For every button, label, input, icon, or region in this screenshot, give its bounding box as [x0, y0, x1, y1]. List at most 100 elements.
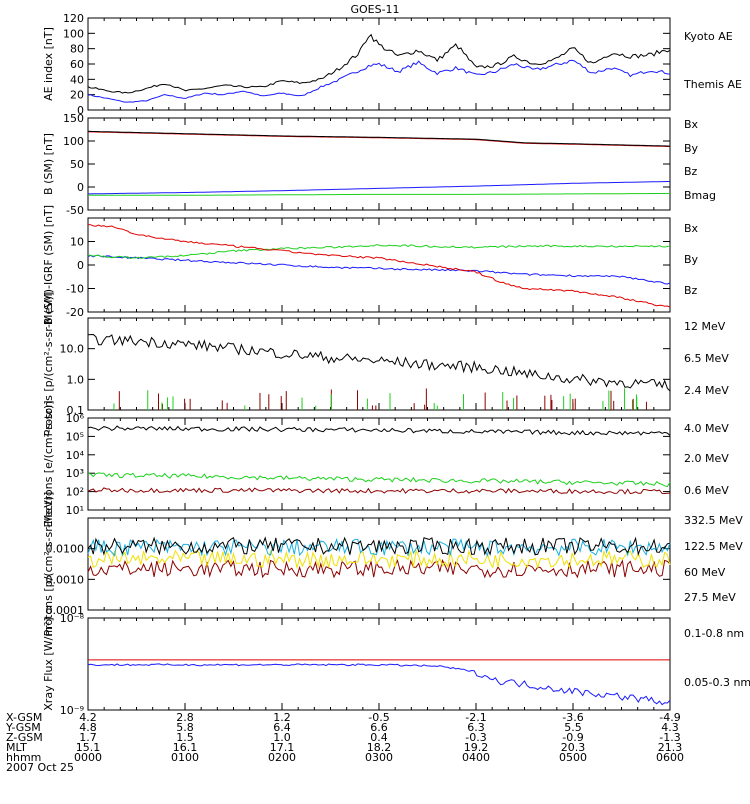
- legend-0-05-0-3-nm: 0.05-0.3 nm: [684, 676, 750, 689]
- series-by: [87, 244, 671, 260]
- legend-bx: Bx: [684, 118, 699, 131]
- legend-4-0-mev: 4.0 MeV: [684, 422, 729, 435]
- legend-60-mev: 60 MeV: [684, 566, 726, 579]
- panel-frame: [87, 417, 671, 511]
- bottom-cell: 0600: [656, 751, 684, 764]
- bottom-cell: 6.3: [467, 721, 485, 734]
- bottom-cell: 5.5: [564, 721, 582, 734]
- legend-bz: Bz: [684, 165, 698, 178]
- bottom-row-label: Z-GSM: [6, 731, 43, 744]
- y-tick-label: 10³: [66, 467, 84, 480]
- series-0-6-mev: [87, 425, 671, 436]
- series-bmag: [87, 130, 671, 147]
- y-tick-label: -50: [66, 204, 84, 217]
- legend-bx: Bx: [684, 222, 699, 235]
- bottom-cell: 4.3: [661, 721, 679, 734]
- y-tick-label: 150: [63, 112, 84, 125]
- bottom-cell: 0400: [462, 751, 490, 764]
- y-tick-label: 120: [63, 12, 84, 25]
- y-tick-label: 20: [70, 89, 84, 102]
- y-axis-label: Protons [p/(cm²-s-sr-MeV)]: [42, 292, 55, 437]
- y-axis-label: Electrons [e/(cm²-s-sr)]: [42, 400, 55, 527]
- y-tick-label: 10.0: [60, 343, 85, 356]
- y-tick-label: 0: [77, 181, 84, 194]
- legend-bz: Bz: [684, 284, 698, 297]
- y-tick-label: 10⁻⁸: [60, 612, 85, 625]
- bottom-row-label: Y-GSM: [5, 721, 41, 734]
- bottom-cell: -2.1: [465, 711, 486, 724]
- bottom-cell: 4.2: [79, 711, 97, 724]
- bottom-cell: -1.3: [659, 731, 680, 744]
- y-tick-label: -20: [66, 306, 84, 319]
- y-tick-label: 10⁻⁹: [60, 704, 84, 717]
- panel-frame: [87, 317, 671, 411]
- y-tick-label: 10²: [66, 486, 84, 499]
- series-0-05-0-3-nm: [87, 663, 671, 706]
- bottom-cell: 6.6: [370, 721, 388, 734]
- bottom-cell: 2.8: [176, 711, 194, 724]
- panel-bsm: -50 0 50 100 150 B (SM) [nT] Bx By Bz Bmag: [42, 112, 716, 217]
- panel-protons_low: 0.1 1.0 10.0 Protons [p/(cm²-s-sr-MeV)] 12 M…: [42, 292, 729, 437]
- legend-2-4-mev: 2.4 MeV: [684, 384, 729, 397]
- y-tick-label: 0: [77, 259, 84, 272]
- series-kyoto-ae: [87, 59, 671, 103]
- legend-2-0-mev: 2.0 MeV: [684, 452, 729, 465]
- legend-27-5-mev: 27.5 MeV: [684, 591, 736, 604]
- legend-332-5-mev: 332.5 MeV: [684, 514, 743, 527]
- y-tick-label: 100: [63, 27, 84, 40]
- bottom-cell: -0.5: [368, 711, 389, 724]
- bottom-cell: -4.9: [659, 711, 680, 724]
- y-tick-label: 0.0001: [46, 604, 85, 617]
- series-122-5-mev: [87, 549, 671, 570]
- bottom-cell: 15.1: [76, 741, 101, 754]
- series-bz: [87, 224, 671, 308]
- legend-by: By: [684, 253, 699, 266]
- panel-ae: 0 20 40 60 80 100 120 AE index [nT] Kyoto AE Them…: [42, 12, 742, 117]
- series-themis-ae: [87, 33, 671, 94]
- panel-electrons: 10¹ 10² 10³ 10⁴ 10⁵ 10⁶ Electrons [e/(cm²-s-sr…: [42, 400, 729, 527]
- bottom-cell: 1.7: [79, 731, 97, 744]
- series-2-4-mev: [87, 333, 671, 392]
- bottom-cell: -3.6: [562, 711, 583, 724]
- legend-12-mev: 12 MeV: [684, 320, 726, 333]
- y-tick-label: 1.0: [67, 373, 85, 386]
- legend-kyoto-ae: Kyoto AE: [684, 30, 733, 43]
- series-4-0-mev: [87, 487, 671, 495]
- legend-bmag: Bmag: [684, 189, 716, 202]
- legend-0-6-mev: 0.6 MeV: [684, 484, 729, 497]
- panel-xray: 10⁻⁹ 10⁻⁸ Xray Flux [W/m²] 0.1-0.8 nm 0.05-0…: [42, 612, 750, 717]
- series-27-5-mev: [87, 536, 671, 556]
- y-axis-label: Protons [p/(cm²-s-sr-MeV)]: [42, 492, 55, 637]
- bottom-cell: 0.4: [370, 731, 388, 744]
- bottom-cell: 0200: [268, 751, 296, 764]
- series-by: [88, 192, 671, 196]
- legend-themis-ae: Themis AE: [683, 78, 742, 91]
- bottom-cell: 19.2: [464, 741, 489, 754]
- y-tick-label: 40: [70, 73, 84, 86]
- legend-122-5-mev: 122.5 MeV: [684, 540, 743, 553]
- series-bx: [88, 181, 670, 195]
- bottom-cell: 6.4: [273, 721, 291, 734]
- bottom-cell: 4.8: [79, 721, 97, 734]
- bottom-cell: -0.9: [562, 731, 583, 744]
- y-axis-label: AE index [nT]: [42, 27, 55, 101]
- bottom-cell: 16.1: [173, 741, 198, 754]
- series-60-mev: [87, 537, 671, 558]
- panel-frame: [87, 217, 671, 313]
- series-332-5-mev: [87, 558, 671, 579]
- y-tick-label: 100: [63, 135, 84, 148]
- y-tick-label: 0.0010: [46, 573, 85, 586]
- y-tick-label: -10: [66, 283, 84, 296]
- series-2-0-mev: [87, 472, 671, 488]
- bottom-row-label: MLT: [6, 741, 27, 754]
- bottom-cell: 0000: [74, 751, 102, 764]
- bottom-row-label: 2007 Oct 25: [6, 761, 74, 774]
- y-tick-label: 10⁶: [66, 412, 85, 425]
- bottom-cell: 0100: [171, 751, 199, 764]
- bottom-cell: 1.5: [176, 731, 194, 744]
- y-tick-label: 0.0100: [46, 543, 85, 556]
